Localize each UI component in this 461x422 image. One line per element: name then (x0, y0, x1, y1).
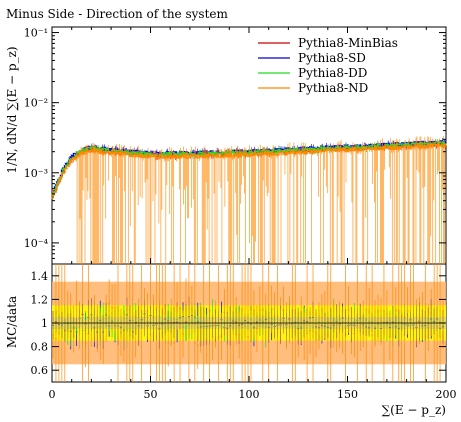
legend: Pythia8-MinBiasPythia8-SDPythia8-DDPythi… (258, 36, 398, 95)
x-tick-label: 50 (144, 388, 158, 401)
x-tick-label: 150 (337, 388, 358, 401)
x-tick-label: 200 (436, 388, 457, 401)
legend-label: Pythia8-DD (298, 66, 367, 80)
ratio-tick-label: 1 (41, 317, 48, 330)
y-tick-label: 10⁻² (24, 97, 48, 110)
ratio-tick-label: 1.2 (31, 293, 49, 306)
series-layer (51, 136, 447, 264)
series-pythia8-nd (51, 136, 447, 264)
ratio-tick-label: 0.8 (31, 341, 49, 354)
x-tick-label: 100 (239, 388, 260, 401)
legend-label: Pythia8-SD (298, 51, 366, 65)
legend-label: Pythia8-MinBias (298, 36, 398, 50)
ticks-layer: 0 50 100 150 200 10⁻⁴ 10⁻³ 10⁻² 10⁻¹ 0.6 0.8 1 1.2 1.… (24, 27, 457, 401)
series-line (51, 143, 447, 199)
y-axis-label: 1/N, dN/d ∑(E − p_z) (5, 46, 19, 173)
ratio-tick-label: 0.6 (31, 364, 49, 377)
chart-title: Minus Side - Direction of the system (6, 7, 228, 21)
x-axis-label: ∑(E − p_z) (382, 403, 446, 417)
x-tick-label: 0 (49, 388, 56, 401)
y-tick-label: 10⁻³ (24, 167, 48, 180)
ratio-layer (52, 264, 446, 382)
legend-label: Pythia8-ND (298, 81, 368, 95)
ratio-tick-label: 1.4 (31, 270, 49, 283)
ratio-y-axis-label: MC/data (5, 296, 19, 348)
y-tick-label: 10⁻¹ (24, 27, 48, 40)
y-tick-label: 10⁻⁴ (24, 237, 49, 250)
